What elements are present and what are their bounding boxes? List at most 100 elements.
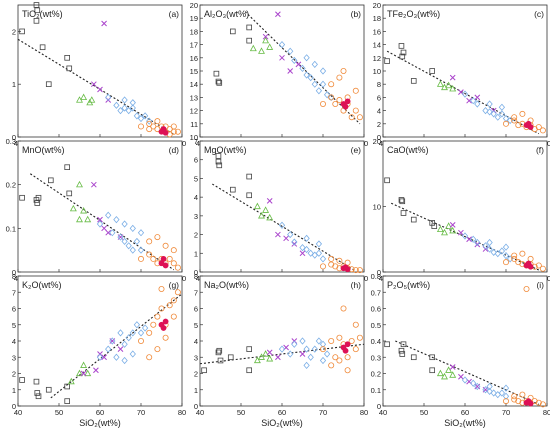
diamond-point (137, 114, 145, 123)
diamond-point (121, 356, 128, 365)
circle-point (150, 123, 157, 130)
diamond-point (129, 104, 136, 112)
y-tick-label: 4 (12, 337, 16, 346)
panel-i: 0 0.1 0.2 0.3 0.4 0.5 0.6 0.7 0.8 40 50 60 70 80 P₂O₅(… (371, 272, 550, 428)
diamond-point (303, 361, 310, 369)
triangle-point (80, 207, 88, 214)
panel-tag: (e) (351, 145, 362, 155)
circle-point (150, 255, 157, 262)
x-tick-label: 80 (360, 408, 368, 417)
circle-point (154, 118, 161, 125)
panel-tag: (b) (351, 9, 362, 19)
diamond-point (113, 353, 120, 361)
diamond-point (498, 110, 506, 118)
panel-c: 024681012141618204050607080TFe₂O₃(wt%)(c… (373, 1, 550, 148)
diamond-point (129, 224, 136, 232)
cross-point (299, 351, 306, 357)
circle-point (502, 120, 509, 127)
circle-point (146, 238, 153, 245)
diamond-point (299, 64, 306, 72)
square-point (216, 162, 223, 169)
y-tick-label: 4 (194, 337, 198, 346)
plot-frame (382, 140, 548, 273)
x-tick-label: 50 (237, 408, 245, 417)
triangle-point (84, 215, 92, 223)
triangle-point (249, 44, 257, 52)
panel-b: 10111213141516171819204050607080Al₂O₃(wt… (190, 1, 369, 148)
filled-point (525, 398, 532, 405)
diamond-point (486, 100, 493, 108)
square-point (64, 398, 71, 404)
x-tick-label: 40 (196, 408, 204, 417)
trend-line (386, 50, 540, 135)
diamond-point (502, 384, 510, 392)
diamond-point (109, 229, 116, 237)
diamond-point (490, 389, 497, 397)
y-tick-label: 3 (12, 353, 16, 362)
diamond-point (278, 345, 286, 353)
triangle-point (445, 81, 453, 89)
panel-ylabel: Al₂O₃(wt%) (204, 9, 249, 19)
circle-point (535, 124, 542, 131)
y-tick-label: 0.1 (6, 224, 16, 233)
diamond-point (486, 245, 493, 253)
y-tick-label: 12 (190, 107, 198, 116)
circle-point (519, 391, 526, 398)
square-point (215, 349, 222, 356)
diamond-point (287, 350, 294, 358)
circle-point (166, 255, 173, 262)
circle-point (511, 396, 518, 403)
filled-point (160, 255, 167, 262)
cross-point (275, 231, 281, 238)
filled-point (342, 347, 349, 354)
diamond-point (117, 329, 124, 337)
panel-ylabel: TiO₂(wt%) (22, 9, 63, 19)
circle-point (154, 126, 161, 133)
circle-point (319, 346, 326, 353)
circle-point (539, 265, 546, 272)
circle-point (502, 259, 509, 266)
diamond-point (494, 250, 501, 258)
panel-tag: (c) (534, 9, 544, 19)
y-tick-label: 3 (194, 212, 198, 221)
diamond-point (278, 40, 286, 49)
cross-point (97, 86, 103, 93)
diamond-point (311, 80, 318, 88)
circle-point (539, 127, 546, 134)
circle-point (336, 357, 343, 364)
square-point (45, 386, 52, 393)
circle-point (348, 114, 355, 121)
triangle-point (258, 353, 265, 360)
diamond-point (315, 240, 323, 248)
circle-point (332, 354, 339, 361)
panel-d: 00.10.20.34050607080MnO(wt%)(d) (6, 137, 187, 283)
diamond-point (319, 356, 327, 365)
y-tick-label: 2 (194, 370, 198, 379)
filled-point (162, 262, 169, 269)
triangle-point (445, 366, 453, 373)
diamond-point (125, 106, 132, 115)
y-tick-label: 0 (377, 133, 381, 142)
y-tick-label: 14 (373, 41, 381, 50)
x-tick-label: 80 (543, 408, 550, 417)
circle-point (523, 285, 530, 292)
x-tick-label: 60 (461, 408, 469, 417)
diamond-point (299, 244, 306, 252)
circle-point (515, 398, 522, 405)
triangle-point (258, 212, 265, 219)
square-point (19, 194, 25, 201)
plot-frame (199, 275, 365, 407)
y-tick-label: 8 (12, 272, 16, 281)
circle-point (511, 114, 518, 121)
triangle-point (76, 369, 83, 377)
x-tick-label: 50 (55, 408, 63, 417)
cross-point (295, 61, 302, 68)
y-tick-label: 0.5 (371, 321, 381, 330)
diamond-point (502, 243, 510, 251)
cross-point (262, 33, 269, 40)
y-tick-label: 6 (194, 156, 198, 165)
panel-tag: (a) (169, 9, 180, 19)
triangle-point (84, 369, 92, 377)
square-point (213, 70, 220, 77)
circle-point (319, 101, 326, 108)
